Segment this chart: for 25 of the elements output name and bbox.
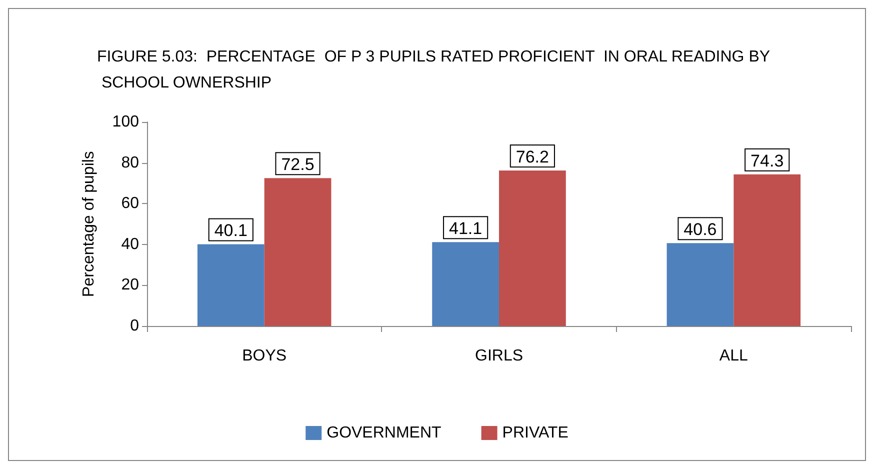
bar [197,244,264,326]
y-tick-label: 40 [121,236,140,253]
x-tick-label: GIRLS [474,348,524,364]
y-tick-label: 60 [121,195,140,212]
y-tick-label: 20 [121,276,140,294]
x-tick-label: ALL [719,348,748,364]
data-label: 41.1 [449,219,482,238]
data-label: 74.3 [750,151,784,170]
data-label: 40.1 [214,221,248,240]
chart-title: FIGURE 5.03: PERCENTAGE OF P 3 PUPILS RATED PROFICIENT IN ORAL READING BY SCHOOL OWNERSHIP [97,48,770,92]
bar [432,242,499,326]
data-label: 72.5 [281,155,314,174]
bar [666,243,734,326]
bar [734,174,801,326]
y-axis-title: Percentage of pupils [80,151,98,297]
bar [499,170,566,326]
legend-label: GOVERNMENT [326,424,442,442]
y-tick-label: 0 [130,318,140,334]
data-label: 76.2 [516,148,549,167]
bar [264,178,332,326]
y-tick-label: 100 [112,114,140,130]
data-label: 40.6 [684,220,717,240]
legend-label: PRIVATE [502,424,568,442]
x-tick-label: BOYS [242,348,287,364]
y-tick-label: 80 [121,154,140,172]
